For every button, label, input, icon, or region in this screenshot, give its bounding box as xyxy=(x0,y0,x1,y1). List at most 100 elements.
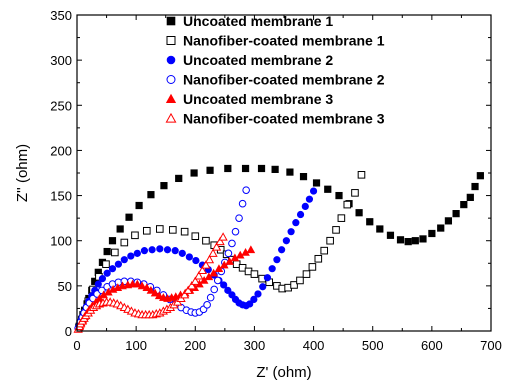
data-point xyxy=(179,290,190,299)
data-point xyxy=(376,225,384,233)
data-point xyxy=(103,269,111,277)
x-tick-label: 0 xyxy=(73,338,80,353)
data-point xyxy=(94,280,102,288)
x-tick-labels: 0 100 200 300 400 500 600 700 xyxy=(73,338,501,353)
data-point xyxy=(116,225,124,233)
data-point xyxy=(127,252,135,260)
data-point xyxy=(178,249,186,257)
data-point xyxy=(444,217,453,225)
y-tick-label: 250 xyxy=(50,98,72,113)
data-point xyxy=(471,182,479,191)
data-point xyxy=(246,300,254,308)
data-point xyxy=(246,245,256,254)
data-point xyxy=(154,291,164,300)
data-point xyxy=(326,236,334,245)
data-point xyxy=(208,248,218,257)
data-point xyxy=(460,201,468,209)
data-point xyxy=(114,260,122,268)
legend-label: Nanofiber-coated membrane 2 xyxy=(183,72,385,88)
data-point xyxy=(286,168,294,176)
data-point xyxy=(210,285,219,294)
data-point xyxy=(357,171,366,179)
data-point xyxy=(228,239,236,248)
data-point xyxy=(135,201,143,210)
data-point xyxy=(224,249,233,258)
data-point xyxy=(142,283,152,291)
data-point xyxy=(204,254,215,264)
data-point xyxy=(209,268,218,277)
legend-marker xyxy=(165,112,177,123)
data-point xyxy=(194,271,204,280)
data-point xyxy=(324,185,332,193)
data-point xyxy=(404,238,412,246)
legend-marker xyxy=(166,36,176,45)
data-point xyxy=(320,246,329,255)
data-point xyxy=(103,247,111,256)
data-point xyxy=(343,200,352,209)
legend-label: Nanofiber-coated membrane 3 xyxy=(183,111,385,127)
data-point xyxy=(452,210,460,218)
data-point xyxy=(250,270,259,278)
legend-marker xyxy=(165,93,177,103)
data-point xyxy=(147,191,155,199)
x-tick-label: 500 xyxy=(362,338,384,353)
data-point xyxy=(102,260,110,268)
data-point xyxy=(476,172,484,180)
legend: Uncoated membrane 1 Nanofiber-coated memb… xyxy=(165,13,385,127)
x-tick-label: 400 xyxy=(303,338,325,353)
y-tick-label: 200 xyxy=(50,143,72,158)
data-point xyxy=(235,214,243,222)
x-tick-label: 600 xyxy=(421,338,443,353)
data-point xyxy=(171,247,179,255)
data-point xyxy=(190,169,198,177)
x-tick-label: 200 xyxy=(184,338,206,353)
data-point xyxy=(218,232,228,241)
data-point xyxy=(309,187,318,195)
data-point xyxy=(259,283,267,291)
data-point xyxy=(197,265,208,275)
data-point xyxy=(287,228,295,236)
data-point xyxy=(290,281,298,289)
data-point xyxy=(98,275,107,283)
data-point xyxy=(351,189,359,197)
y-axis-title: Z'' (ohm) xyxy=(14,144,31,202)
data-point xyxy=(268,265,276,273)
data-point xyxy=(428,229,436,238)
data-point xyxy=(192,256,200,265)
legend-marker xyxy=(166,75,176,84)
data-point xyxy=(437,224,445,232)
legend-marker xyxy=(166,55,176,65)
y-tick-label: 300 xyxy=(50,53,72,68)
data-point xyxy=(299,173,308,181)
data-point xyxy=(125,213,133,221)
data-point xyxy=(108,265,117,273)
y-tick-label: 0 xyxy=(65,324,72,339)
data-point xyxy=(201,260,211,269)
data-point xyxy=(213,276,222,285)
legend-label: Uncoated membrane 2 xyxy=(183,52,333,68)
data-point xyxy=(224,286,232,294)
legend-marker xyxy=(166,16,176,26)
data-point xyxy=(211,242,222,251)
data-point xyxy=(187,281,197,290)
data-point xyxy=(263,274,272,282)
data-point xyxy=(242,186,250,194)
data-point xyxy=(142,226,151,235)
x-tick-label: 700 xyxy=(480,338,502,353)
data-point xyxy=(206,293,215,302)
data-point xyxy=(250,295,258,304)
data-point xyxy=(202,236,210,245)
data-point xyxy=(169,226,177,234)
data-point xyxy=(120,256,128,264)
data-point xyxy=(183,285,193,294)
data-point xyxy=(419,235,427,243)
data-point xyxy=(278,246,286,254)
data-point xyxy=(296,210,305,219)
data-point xyxy=(305,195,314,203)
data-point xyxy=(241,164,250,173)
x-tick-label: 300 xyxy=(244,338,266,353)
data-point xyxy=(191,232,200,240)
data-point xyxy=(180,227,189,236)
data-point xyxy=(163,246,172,254)
